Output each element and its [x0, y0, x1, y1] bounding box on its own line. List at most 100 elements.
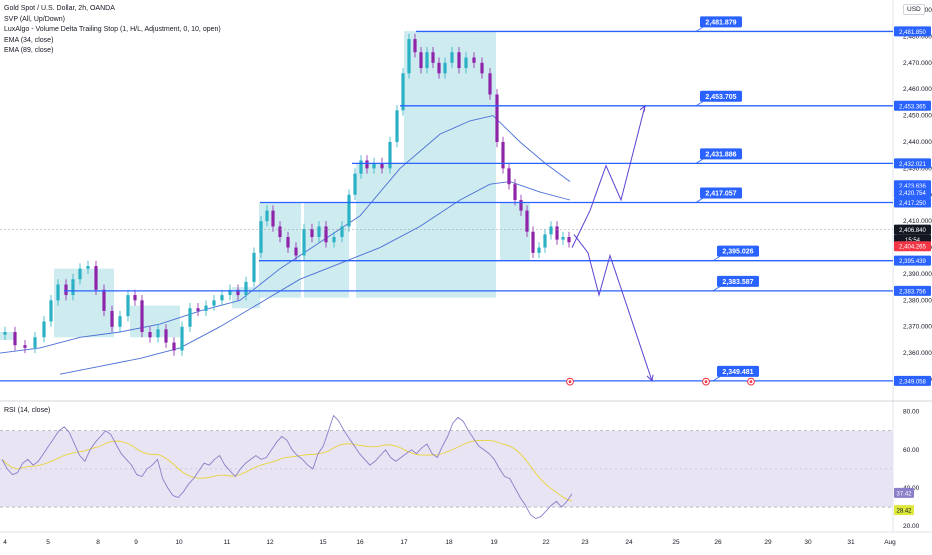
time-tick-label: 26: [714, 539, 722, 546]
ema-lines: [0, 115, 571, 375]
candle: [407, 39, 411, 74]
level-callout-box: [717, 365, 759, 377]
candle: [401, 73, 405, 111]
candle: [172, 342, 176, 351]
ema-89-line: [59, 181, 571, 375]
candle: [324, 226, 328, 243]
price-tick-label: 2,440.000: [903, 139, 932, 146]
time-tick-label: 17: [400, 539, 408, 546]
candle: [188, 308, 192, 327]
level-axis-label: 2,432.021: [899, 162, 926, 168]
candle: [94, 266, 98, 290]
candle: [302, 229, 306, 256]
candle: [110, 310, 114, 327]
candle: [133, 295, 137, 301]
candle: [555, 226, 559, 240]
time-axis: 4 5 8 9 10 11 12 15 16 17 18 19 22 23 24 25 26 29 30 31 Aug: [3, 539, 896, 546]
candle: [42, 321, 46, 338]
level-callout-label: 2,349.481: [722, 369, 753, 376]
candle: [340, 226, 344, 237]
candle: [437, 62, 441, 74]
level-callout-box: [717, 275, 759, 287]
level-callout-label: 2,453.705: [705, 94, 736, 101]
candle: [561, 236, 565, 240]
indicator-luxalgo[interactable]: LuxAlgo - Volume Delta Trailing Stop (1,…: [4, 26, 221, 33]
axis-price-label: 2,420.754: [899, 191, 926, 197]
rsi-tick-label: 20.00: [903, 523, 920, 530]
event-flag-dot: [704, 380, 708, 384]
price-tick-label: 2,370.000: [903, 324, 932, 331]
currency-button[interactable]: USD: [903, 4, 925, 15]
candle: [13, 332, 17, 346]
candle: [543, 234, 547, 248]
time-tick-label: 11: [224, 539, 231, 546]
level-axis-tag: [894, 26, 931, 37]
level-callout-label: 2,481.879: [705, 19, 736, 26]
candle: [71, 279, 75, 296]
indicator-svp[interactable]: SVP (All, Up/Down): [4, 15, 65, 23]
candle: [86, 266, 90, 269]
bullish-arrow-head: [639, 104, 646, 112]
candle: [252, 252, 256, 282]
candle: [236, 289, 240, 296]
rsi-ma-line: [1, 439, 573, 502]
candle: [23, 345, 27, 348]
candle: [450, 52, 454, 63]
time-tick-label: 16: [356, 539, 364, 546]
candle: [259, 221, 263, 253]
price-tick-label: 2,380.000: [903, 297, 932, 304]
volume-profile-zone: [0, 332, 14, 340]
rsi-title[interactable]: RSI (14, close): [4, 407, 51, 414]
price-tick-label: 2,480.000: [903, 33, 932, 40]
candle: [49, 300, 53, 322]
level-axis-label: 2,383.756: [899, 289, 926, 295]
rsi-tick-label: 60.00: [903, 447, 920, 454]
candle: [56, 284, 60, 301]
level-axis-tag: [894, 158, 931, 169]
candle: [413, 39, 417, 53]
volume-profile: [0, 31, 530, 340]
candle: [196, 308, 200, 311]
candle: [102, 289, 106, 311]
candle: [537, 247, 541, 253]
axis-price-label: 2,406.840: [899, 228, 926, 234]
candle: [156, 329, 160, 338]
chart-title[interactable]: Gold Spot / U.S. Dollar, 2h, OANDA: [4, 5, 115, 12]
axis-price-tag: [894, 187, 931, 198]
ema-34-line: [0, 115, 571, 354]
time-tick-label: 9: [134, 539, 138, 546]
axis-price-label: 15:54: [905, 238, 921, 244]
event-markers: [566, 377, 755, 386]
level-axis-tag: [894, 197, 931, 208]
candle: [567, 236, 571, 243]
candle: [388, 141, 392, 169]
candle: [271, 210, 275, 227]
candle: [507, 168, 511, 185]
price-tick-label: 2,410.000: [903, 218, 932, 225]
price-tick-label: 2,450.000: [903, 113, 932, 120]
level-axis-label: 2,417.250: [899, 201, 926, 207]
bearish-projection-path: [573, 234, 653, 381]
time-tick-label: 19: [490, 539, 498, 546]
rsi-line: [1, 414, 573, 520]
level-axis-label: 2,395.439: [899, 259, 926, 265]
candle: [212, 300, 216, 306]
time-tick-label: 22: [542, 539, 550, 546]
candle: [78, 268, 82, 280]
time-tick-label: 31: [847, 539, 855, 546]
candle: [464, 57, 468, 69]
candle: [118, 316, 122, 327]
time-tick-label: 5: [46, 539, 50, 546]
time-tick-label: 25: [672, 539, 680, 546]
candle: [204, 305, 208, 311]
time-tick-label: 4: [3, 539, 7, 546]
candle: [519, 200, 523, 211]
indicator-ema-34[interactable]: EMA (34, close): [4, 36, 54, 44]
time-tick-label: 23: [581, 539, 589, 546]
candle: [148, 332, 152, 338]
indicator-ema-89[interactable]: EMA (89, close): [4, 47, 54, 54]
time-tick-label: Aug: [884, 539, 896, 546]
